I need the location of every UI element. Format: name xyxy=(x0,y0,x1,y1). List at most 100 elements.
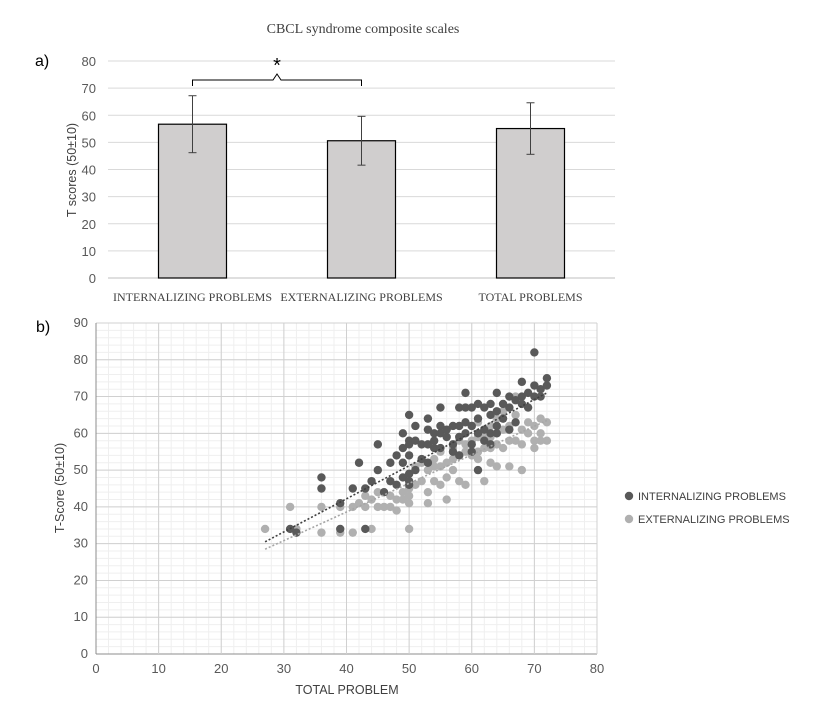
scatter-point xyxy=(461,447,470,456)
scatter-point xyxy=(398,487,408,497)
scatter-point xyxy=(530,436,539,445)
scatter-point xyxy=(429,462,439,471)
scatter-point xyxy=(260,524,270,534)
scatter-point xyxy=(498,414,508,423)
scatter-point xyxy=(429,454,439,464)
bar-y-tick-label: 0 xyxy=(89,271,96,286)
scatter-point xyxy=(542,418,552,427)
scatter-point xyxy=(336,524,345,534)
scatter-point xyxy=(373,487,383,497)
scatter-x-tick-label: 0 xyxy=(92,661,99,676)
scatter-point xyxy=(404,440,414,449)
scatter-point xyxy=(367,495,376,504)
scatter-point xyxy=(536,385,545,394)
scatter-point xyxy=(542,381,552,390)
scatter-point xyxy=(486,458,495,467)
panel-label-a: a) xyxy=(35,53,49,70)
bar-y-tick-label: 40 xyxy=(82,163,96,178)
scatter-point xyxy=(480,403,489,412)
scatter-point xyxy=(505,425,514,434)
scatter-y-tick-label: 60 xyxy=(74,425,88,440)
scatter-point xyxy=(505,462,514,471)
legend-label: INTERNALIZING PROBLEMS xyxy=(638,491,786,503)
scatter-point xyxy=(423,499,433,508)
bar-y-tick-labels: 0 10 20 30 40 50 60 70 80 xyxy=(82,54,96,286)
scatter-point xyxy=(473,414,483,423)
scatter-point xyxy=(536,414,545,423)
scatter-point xyxy=(442,432,451,442)
significance-bracket-line xyxy=(192,73,362,86)
scatter-y-tick-label: 40 xyxy=(74,499,88,514)
scatter-point xyxy=(455,432,464,442)
scatter-x-tick-label: 30 xyxy=(277,661,291,676)
scatter-point xyxy=(511,436,520,445)
scatter-point xyxy=(473,454,483,464)
scatter-point xyxy=(480,443,489,453)
scatter-point xyxy=(498,407,508,416)
scatter-point xyxy=(455,403,464,412)
scatter-point xyxy=(398,443,408,453)
scatter-point xyxy=(436,480,445,490)
scatter-point xyxy=(448,454,458,464)
scatter-point xyxy=(292,528,301,537)
scatter-legend: INTERNALIZING PROBLEMS EXTERNALIZING PROB… xyxy=(624,491,790,526)
scatter-point xyxy=(461,480,470,490)
scatter-point xyxy=(455,476,464,486)
scatter-point xyxy=(492,421,501,431)
scatter-point xyxy=(442,425,451,434)
scatter-point xyxy=(455,451,464,460)
scatter-point xyxy=(379,487,389,497)
scatter-y-tick-label: 70 xyxy=(74,389,88,404)
scatter-point xyxy=(498,425,508,434)
scatter-point xyxy=(492,388,501,398)
scatter-point xyxy=(455,421,464,431)
scatter-y-tick-label: 0 xyxy=(81,646,88,661)
scatter-point xyxy=(404,499,414,508)
scatter-point xyxy=(436,429,445,438)
scatter-point xyxy=(530,392,539,401)
scatter-point xyxy=(367,476,376,486)
scatter-y-tick-label: 80 xyxy=(74,352,88,367)
scatter-x-tick-label: 80 xyxy=(590,661,604,676)
scatter-point xyxy=(285,502,295,512)
scatter-point xyxy=(473,399,483,409)
scatter-point xyxy=(423,414,433,423)
scatter-point xyxy=(423,425,433,434)
scatter-major-gridlines xyxy=(95,322,598,655)
scatter-point xyxy=(367,524,376,534)
scatter-point xyxy=(392,495,401,504)
scatter-point xyxy=(480,436,489,445)
panel-label-b: b) xyxy=(36,319,50,336)
scatter-point xyxy=(442,495,451,504)
scatter-point xyxy=(473,465,483,475)
scatter-point xyxy=(317,502,326,512)
scatter-point xyxy=(404,451,414,460)
scatter-point xyxy=(461,388,470,398)
scatter-point xyxy=(317,473,326,482)
scatter-point xyxy=(517,399,527,409)
scatter-point xyxy=(498,443,508,453)
scatter-point xyxy=(317,528,326,537)
legend-marker xyxy=(624,514,634,524)
scatter-x-tick-label: 40 xyxy=(339,661,353,676)
scatter-point xyxy=(461,418,470,427)
scatter-point xyxy=(492,407,501,416)
scatter-point xyxy=(530,443,539,453)
scatter-y-tick-label: 10 xyxy=(74,609,88,624)
scatter-point xyxy=(429,429,439,438)
scatter-point xyxy=(379,502,389,512)
scatter-point xyxy=(530,348,539,357)
scatter-point xyxy=(492,414,501,423)
scatter-point xyxy=(373,465,383,475)
scatter-point xyxy=(448,421,458,431)
scatter-point xyxy=(398,429,408,438)
scatter-point xyxy=(373,502,383,512)
scatter-point xyxy=(473,447,483,456)
scatter-point xyxy=(467,403,476,412)
scatter-point xyxy=(423,465,433,475)
bar-y-tick-label: 80 xyxy=(82,54,96,69)
scatter-y-tick-label: 20 xyxy=(74,572,88,587)
scatter-point xyxy=(536,436,545,445)
trendline-internalizing xyxy=(264,392,548,543)
